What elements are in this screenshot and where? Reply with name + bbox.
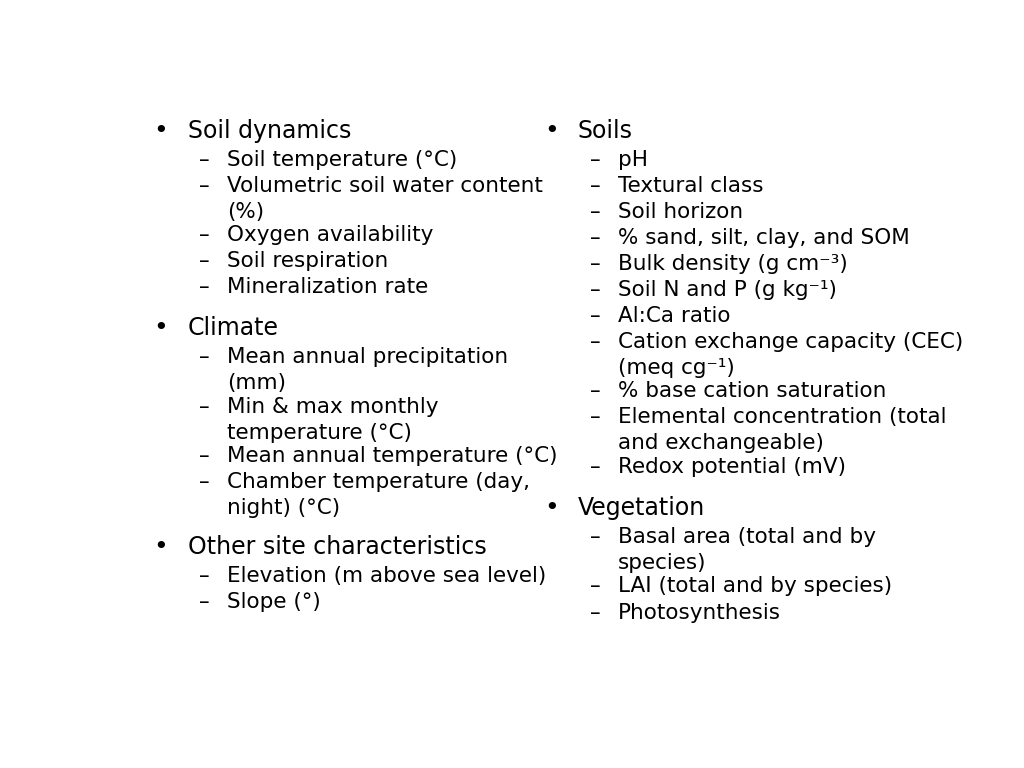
Text: –: – <box>200 347 210 367</box>
Text: –: – <box>590 201 600 221</box>
Text: Soil respiration: Soil respiration <box>227 251 388 271</box>
Text: Soil horizon: Soil horizon <box>617 201 742 221</box>
Text: and exchangeable): and exchangeable) <box>617 433 823 453</box>
Text: Min & max monthly: Min & max monthly <box>227 397 438 417</box>
Text: –: – <box>590 176 600 196</box>
Text: –: – <box>590 603 600 623</box>
Text: Other site characteristics: Other site characteristics <box>187 535 486 559</box>
Text: Al:Ca ratio: Al:Ca ratio <box>617 306 730 326</box>
Text: –: – <box>590 150 600 170</box>
Text: Mean annual precipitation: Mean annual precipitation <box>227 347 508 367</box>
Text: –: – <box>590 280 600 300</box>
Text: Chamber temperature (day,: Chamber temperature (day, <box>227 472 530 492</box>
Text: –: – <box>200 397 210 417</box>
Text: –: – <box>200 592 210 612</box>
Text: Soil temperature (°C): Soil temperature (°C) <box>227 150 458 170</box>
Text: •: • <box>545 496 559 520</box>
Text: Elemental concentration (total: Elemental concentration (total <box>617 407 946 427</box>
Text: –: – <box>590 306 600 326</box>
Text: (meq cg⁻¹): (meq cg⁻¹) <box>617 358 734 378</box>
Text: temperature (°C): temperature (°C) <box>227 422 412 442</box>
Text: % sand, silt, clay, and SOM: % sand, silt, clay, and SOM <box>617 227 909 247</box>
Text: –: – <box>200 472 210 492</box>
Text: species): species) <box>617 553 707 573</box>
Text: –: – <box>590 457 600 477</box>
Text: •: • <box>154 535 168 559</box>
Text: Oxygen availability: Oxygen availability <box>227 225 433 245</box>
Text: •: • <box>154 119 168 143</box>
Text: –: – <box>590 332 600 352</box>
Text: –: – <box>590 227 600 247</box>
Text: –: – <box>590 577 600 597</box>
Text: –: – <box>200 150 210 170</box>
Text: •: • <box>545 119 559 143</box>
Text: Photosynthesis: Photosynthesis <box>617 603 780 623</box>
Text: Volumetric soil water content: Volumetric soil water content <box>227 176 543 196</box>
Text: Soil N and P (g kg⁻¹): Soil N and P (g kg⁻¹) <box>617 280 837 300</box>
Text: Vegetation: Vegetation <box>578 496 706 520</box>
Text: –: – <box>200 446 210 466</box>
Text: Climate: Climate <box>187 316 279 340</box>
Text: pH: pH <box>617 150 647 170</box>
Text: –: – <box>590 253 600 273</box>
Text: Basal area (total and by: Basal area (total and by <box>617 527 876 547</box>
Text: –: – <box>200 251 210 271</box>
Text: –: – <box>200 176 210 196</box>
Text: –: – <box>200 225 210 245</box>
Text: Textural class: Textural class <box>617 176 763 196</box>
Text: night) (°C): night) (°C) <box>227 498 340 518</box>
Text: (%): (%) <box>227 201 264 221</box>
Text: –: – <box>590 407 600 427</box>
Text: Cation exchange capacity (CEC): Cation exchange capacity (CEC) <box>617 332 963 352</box>
Text: LAI (total and by species): LAI (total and by species) <box>617 577 892 597</box>
Text: –: – <box>590 527 600 547</box>
Text: –: – <box>590 382 600 402</box>
Text: Elevation (m above sea level): Elevation (m above sea level) <box>227 566 547 586</box>
Text: –: – <box>200 566 210 586</box>
Text: Mean annual temperature (°C): Mean annual temperature (°C) <box>227 446 558 466</box>
Text: Soil dynamics: Soil dynamics <box>187 119 351 143</box>
Text: Slope (°): Slope (°) <box>227 592 321 612</box>
Text: Bulk density (g cm⁻³): Bulk density (g cm⁻³) <box>617 253 848 273</box>
Text: % base cation saturation: % base cation saturation <box>617 382 886 402</box>
Text: Redox potential (mV): Redox potential (mV) <box>617 457 846 477</box>
Text: (mm): (mm) <box>227 373 286 393</box>
Text: •: • <box>154 316 168 340</box>
Text: Soils: Soils <box>578 119 633 143</box>
Text: –: – <box>200 277 210 297</box>
Text: Mineralization rate: Mineralization rate <box>227 277 428 297</box>
